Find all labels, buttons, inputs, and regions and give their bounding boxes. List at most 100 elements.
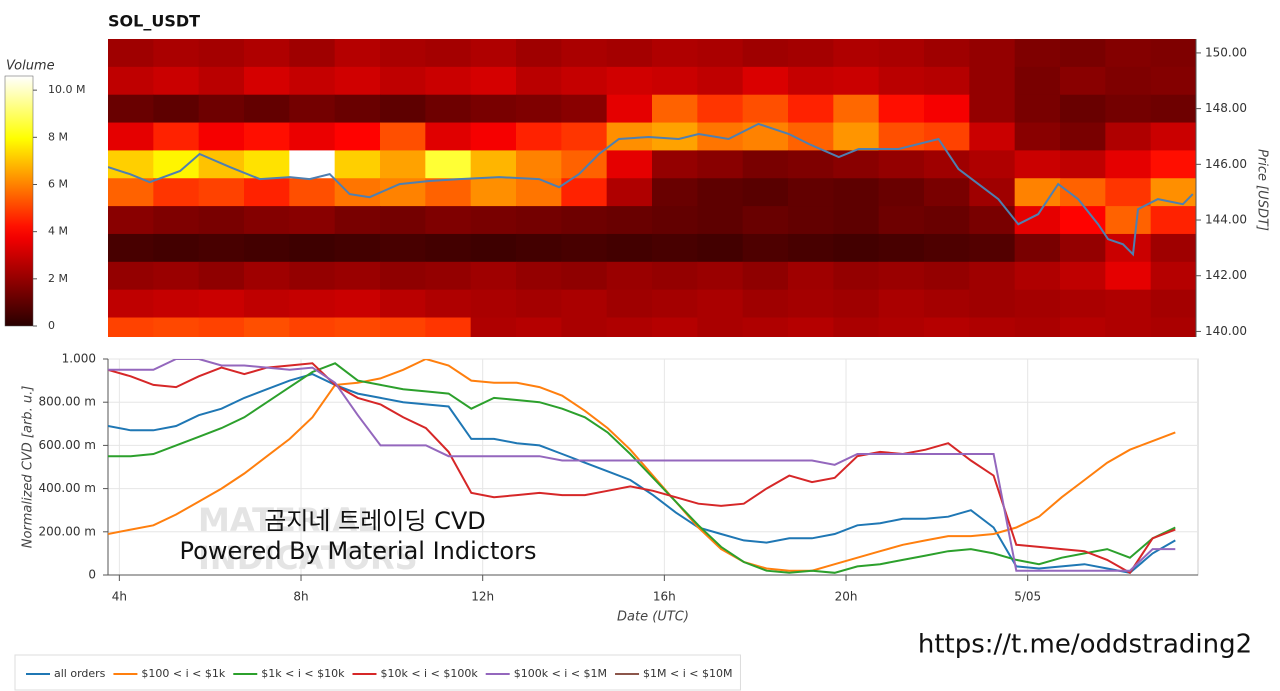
heatmap-cell [244,206,290,235]
heatmap-cell [833,178,880,207]
y2-tick-label: 150.00 [1205,45,1247,59]
heatmap-cell [652,39,698,68]
heatmap-cell [697,261,744,291]
heatmap-cell [334,150,381,179]
colorbar-title: Volume [6,59,55,74]
colorbar [4,75,34,327]
heatmap-cell [969,317,1016,337]
heatmap-cell [108,66,154,96]
heatmap-cell [425,66,472,96]
series-line [108,359,1176,572]
heatmap-cell [516,317,562,337]
heatmap-cell [425,261,472,291]
heatmap-cell [108,178,154,207]
series-line [108,373,1176,574]
series-line [108,362,1176,575]
heatmap-cell [1014,317,1061,337]
heatmap-cell [561,122,608,151]
colorbar-tick-label: 8 M [48,130,68,143]
heatmap-cell [878,94,925,124]
heatmap-cell [742,206,789,235]
colorbar-tick-label: 2 M [48,272,68,285]
heatmap-cell [244,66,290,96]
y-tick-label: 800.00 m [39,395,97,409]
heatmap-cell [153,206,200,235]
heatmap-cell [652,289,698,319]
heatmap-cell [742,150,789,179]
heatmap-cell [833,206,880,235]
heatmap-cell [1060,206,1106,235]
heatmap-cell [1060,261,1106,291]
heatmap-cell [470,39,517,68]
heatmap-cell [652,94,698,124]
heatmap-cell [878,66,925,96]
y2-tick-label: 140.00 [1205,324,1247,338]
heatmap-cell [516,94,562,124]
heatmap-cell [1105,39,1152,68]
heatmap-cell [833,66,880,96]
heatmap-cell [380,66,426,96]
x-tick-label: 5/05 [1014,590,1041,604]
heatmap-cell [198,233,245,263]
heatmap-cell [198,122,245,151]
heatmap-cell [606,317,653,337]
heatmap-cell [198,261,245,291]
heatmap-cell [108,94,154,124]
heatmap-cell [516,66,562,96]
heatmap-cell [1060,150,1106,179]
heatmap-cell [1014,206,1061,235]
heatmap-cell [470,261,517,291]
heatmap-cell [289,122,336,151]
heatmap-cell [198,39,245,68]
heatmap-cell [1060,317,1106,337]
heatmap-cell [425,150,472,179]
heatmap-cell [788,66,834,96]
heatmap-cell [289,317,336,337]
heatmap-cell [742,233,789,263]
heatmap-cell [1150,233,1196,263]
legend-label: $1k < i < $10k [261,667,345,680]
colorbar-tick-label: 6 M [48,177,68,190]
heatmap-cell [788,178,834,207]
heatmap-cell [153,289,200,319]
heatmap-cell [878,122,925,151]
heatmap-cell [742,261,789,291]
colorbar-tick-label: 0 [48,319,55,332]
heatmap-cell [380,150,426,179]
heatmap-cell [244,122,290,151]
heatmap-cell [969,122,1016,151]
heatmap-cell [198,206,245,235]
heatmap-cell [425,317,472,337]
heatmap-cell [833,289,880,319]
heatmap-cell [1105,94,1152,124]
y-tick-label: 400.00 m [39,481,97,495]
heatmap-cell [878,289,925,319]
heatmap-cell [697,66,744,96]
heatmap-cell [108,317,154,337]
heatmap-cell [108,39,154,68]
legend-label: $1M < i < $10M [643,667,732,680]
heatmap-cell [606,289,653,319]
heatmap-cell [924,317,970,337]
heatmap-cell [1014,150,1061,179]
heatmap-cell [561,233,608,263]
heatmap-cell [516,178,562,207]
colorbar-tick-label: 10.0 M [48,83,85,96]
price-line [108,122,1194,257]
heatmap-cell [516,233,562,263]
x-tick-label: 8h [293,590,308,604]
heatmap-cell [380,289,426,319]
heatmap-cell [470,206,517,235]
x-tick-label: 20h [835,590,858,604]
heatmap-cell [652,261,698,291]
y2-tick-label: 144.00 [1205,213,1247,227]
heatmap-cell [1150,289,1196,319]
heatmap-cell [1014,122,1061,151]
lines [108,359,1176,575]
heatmap-cell [969,261,1016,291]
chart-title: SOL_USDT [108,12,200,31]
heatmap-cell [606,66,653,96]
heatmap-cell [516,39,562,68]
y2-tick-label: 146.00 [1205,157,1247,171]
heatmap-cell [198,317,245,337]
